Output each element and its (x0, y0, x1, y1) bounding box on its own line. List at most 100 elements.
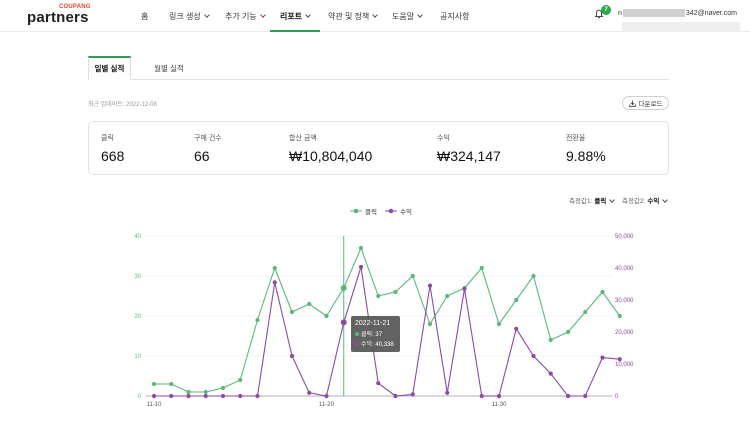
nav-extra-features[interactable]: 추가 기능 (225, 0, 266, 32)
clicks-point (393, 289, 398, 295)
stat-purchases-value: 66 (194, 148, 210, 164)
clicks-point (376, 293, 381, 299)
revenue-point (169, 393, 174, 399)
y-left-tick-label: 30 (134, 274, 141, 280)
clicks-point (186, 389, 191, 395)
measure2-select[interactable]: 측정값2: 수익 (622, 195, 669, 205)
legend-clicks-label: 클릭 (365, 209, 377, 216)
revenue-point (617, 357, 622, 362)
clicks-point (617, 313, 622, 319)
legend-revenue-label: 수익 (399, 209, 412, 216)
nav-home[interactable]: 홈 (141, 0, 148, 32)
stat-conversion-value: 9.88% (566, 148, 606, 164)
revenue-point (565, 393, 571, 399)
nav-notice[interactable]: 공지사항 (440, 0, 469, 32)
nav-link-create[interactable]: 링크 생성 (169, 0, 210, 32)
revenue-point (583, 393, 588, 399)
tooltip-background (351, 316, 400, 352)
revenue-series-line (154, 266, 620, 397)
tooltip-clicks-marker (355, 332, 359, 336)
y-right-tick-label: 20,000 (615, 330, 634, 336)
clicks-point (410, 273, 415, 279)
account-email[interactable]: n 342@naver.com (618, 9, 737, 17)
nav-help-label: 도움말 (392, 11, 415, 21)
revenue-point (203, 393, 208, 399)
bell-icon[interactable] (594, 9, 604, 19)
clicks-point (220, 385, 226, 391)
clicks-point (496, 321, 502, 327)
tab-monthly[interactable]: 월별 실적 (154, 63, 184, 73)
revenue-point (600, 355, 605, 360)
clicks-point (340, 285, 347, 291)
y-right-tick-label: 0 (615, 394, 619, 400)
revenue-point (514, 326, 519, 331)
revenue-point (479, 393, 484, 399)
x-tick-label: 11-30 (492, 402, 508, 408)
clicks-point (203, 389, 208, 395)
chevron-down-icon (417, 11, 423, 18)
download-label: 다운로드 (638, 101, 663, 108)
revenue-point (307, 390, 312, 395)
clicks-point (600, 289, 605, 295)
nav-link-create-label: 링크 생성 (169, 11, 201, 21)
revenue-point (220, 393, 226, 399)
clicks-point (289, 309, 295, 315)
revenue-point (186, 393, 191, 399)
stat-clicks-label: 클릭 (101, 135, 114, 142)
nav-help[interactable]: 도움말 (392, 0, 423, 32)
chevron-down-icon (259, 11, 266, 18)
top-navigation-bar: COUPANG partners 홈 링크 생성 추가 기능 리포트 약관 및 … (0, 0, 750, 32)
tab-daily[interactable]: 일별 실적 (88, 56, 131, 80)
nav-report[interactable]: 리포트 (269, 0, 321, 32)
stat-revenue-label: 수익 (437, 135, 450, 142)
stat-total-amount-label: 합산 금액 (289, 135, 317, 142)
clicks-point (548, 337, 553, 343)
summary-stats-box: 클릭 668 구매 건수 66 합산 금액 ₩10,804,040 수익 ₩32… (88, 121, 669, 175)
y-left-tick-label: 10 (134, 354, 141, 360)
clicks-point (255, 317, 260, 323)
tooltip-clicks-text: 클릭: 37 (361, 330, 383, 338)
revenue-point (496, 393, 502, 399)
revenue-point (427, 283, 433, 288)
chevron-down-icon (203, 11, 210, 18)
clicks-point (307, 301, 312, 307)
email-redaction (622, 9, 685, 17)
y-left-tick-label: 20 (134, 314, 141, 320)
y-right-tick-label: 30,000 (615, 298, 634, 304)
email-prefix: n (618, 9, 622, 17)
measure1-label: 측정값1: (569, 198, 593, 205)
chart-legend: 클릭 수익 (350, 206, 412, 216)
clicks-point (427, 321, 433, 327)
x-tick-label: 11-20 (319, 402, 335, 408)
report-tabs: 일별 실적 월별 실적 (88, 56, 669, 80)
download-button[interactable]: 다운로드 (622, 96, 669, 110)
clicks-point (479, 265, 484, 271)
nav-extra-features-label: 추가 기능 (225, 11, 257, 21)
revenue-point (376, 381, 381, 386)
clicks-point (324, 313, 329, 319)
tooltip-revenue-marker (355, 342, 359, 346)
measure1-select[interactable]: 측정값1: 클릭 (569, 195, 616, 205)
measure2-value: 수익 (647, 198, 660, 205)
email-suffix: 342@naver.com (685, 9, 737, 17)
nav-terms-policy[interactable]: 약관 및 정책 (328, 0, 379, 32)
tooltip-revenue-text: 수익: 40,338 (361, 340, 394, 348)
chevron-down-icon (609, 196, 616, 203)
chevron-down-icon (372, 11, 379, 18)
clicks-point (169, 381, 174, 387)
revenue-point (548, 371, 553, 376)
account-dropdown-area (622, 22, 740, 32)
legend-item-revenue[interactable]: 수익 (384, 206, 412, 216)
clicks-point (565, 329, 571, 335)
nav-home-label: 홈 (141, 11, 149, 21)
measure2-label: 측정값2: (622, 198, 646, 205)
revenue-point (289, 353, 295, 359)
revenue-point (445, 390, 450, 395)
stat-purchases-label: 구매 건수 (194, 135, 222, 142)
clicks-series-line (154, 246, 621, 393)
legend-item-clicks[interactable]: 클릭 (350, 206, 377, 216)
revenue-point (462, 286, 467, 291)
clicks-point (272, 265, 277, 271)
revenue-point (255, 393, 260, 399)
y-right-tick-label: 50,000 (615, 234, 634, 240)
